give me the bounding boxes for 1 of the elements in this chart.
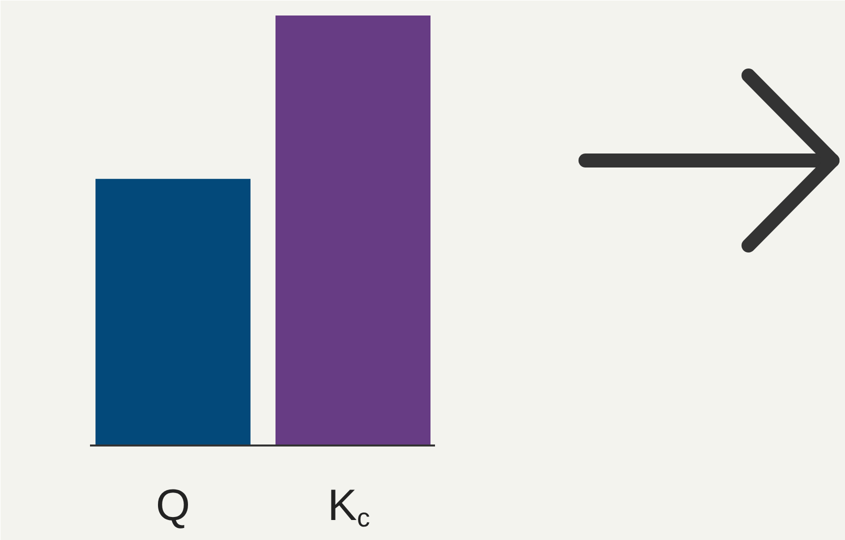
x-tick-label: Q bbox=[156, 481, 190, 530]
